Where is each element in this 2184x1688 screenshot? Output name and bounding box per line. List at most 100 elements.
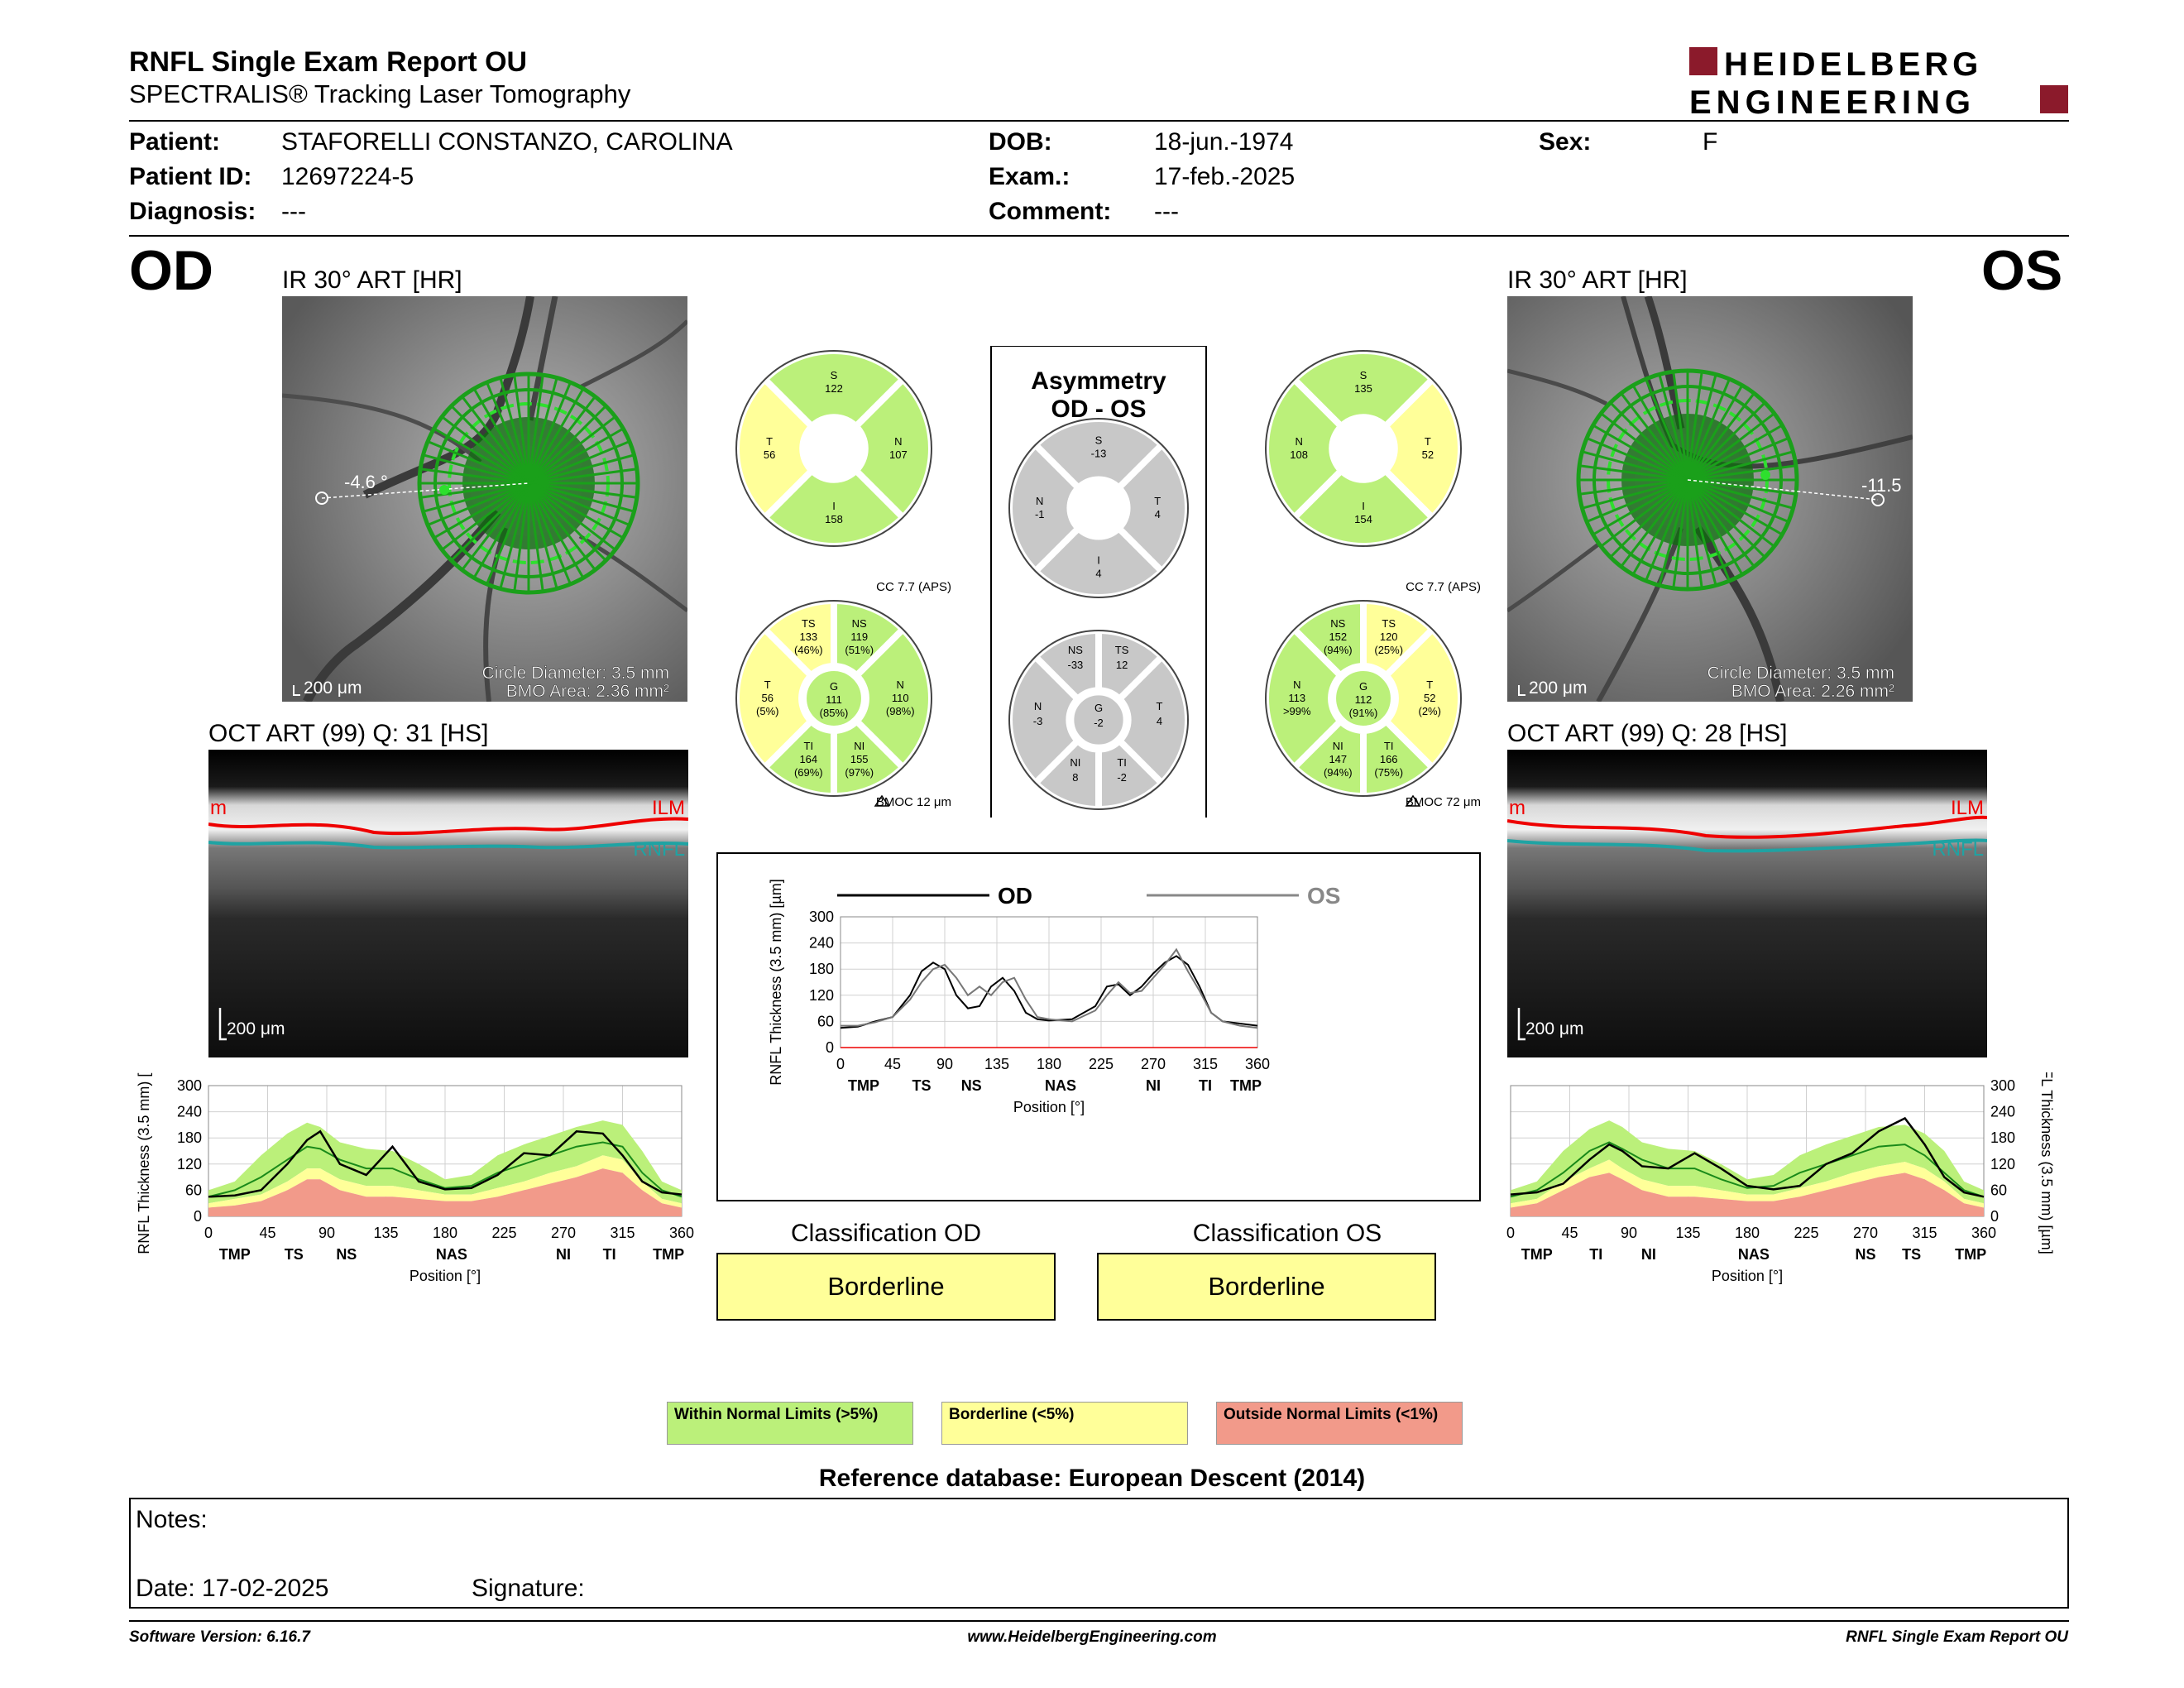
os-classification-title: Classification OS: [1192, 1220, 1382, 1247]
os-tsnit-chart: 0 60 120 180 240 300 0 45 90 135 180 225 270 315 360 TM…: [1506, 1072, 2055, 1284]
sector-value: 110: [892, 692, 909, 704]
region-label: NI: [556, 1246, 571, 1263]
region-label: TS: [1902, 1246, 1921, 1263]
sector-label: S: [831, 369, 838, 381]
sector-label: N: [894, 435, 902, 448]
sector-label: T: [1154, 495, 1161, 507]
patient-rule: [129, 235, 2069, 237]
os-classification-box: Borderline: [1097, 1253, 1436, 1321]
od-classification-box: Borderline: [716, 1253, 1056, 1321]
os-fundus-image: -11.5 Circle Diameter: 3.5 mm BMO Area: …: [1507, 296, 1913, 702]
sector-value: 113: [1288, 692, 1305, 704]
od-bmo-area: BMO Area: 2.36 mm²: [506, 682, 669, 701]
os-ilm-label: ILM: [1951, 797, 1984, 819]
y-tick-label: 0: [194, 1208, 202, 1225]
x-tick-label: 360: [1971, 1225, 1996, 1241]
series-OS: [841, 947, 1258, 1029]
notes-box[interactable]: [129, 1498, 2069, 1609]
sector-value: 52: [1422, 448, 1434, 461]
brand-line1: HEIDELBERG: [1724, 46, 1982, 83]
sector-value: 111: [826, 693, 842, 706]
sector-label: NI: [1333, 740, 1343, 752]
x-tick-label: 315: [1912, 1225, 1937, 1241]
os-circle-diameter: Circle Diameter: 3.5 mm: [1707, 664, 1894, 683]
sector-percent: (98%): [886, 705, 915, 717]
x-tick-label: 135: [373, 1225, 398, 1241]
od-rnfl-label: RNFL: [633, 838, 685, 861]
od-oct-scale: 200 μm: [227, 1019, 285, 1038]
sector-label: N: [1036, 495, 1043, 507]
os-sector-wheel: N113>99%NS152(94%)TS120(25%)T52(2%)TI166…: [1262, 597, 1464, 800]
software-version: Software Version: 6.16.7: [129, 1628, 310, 1646]
y-tick-label: 180: [177, 1129, 202, 1146]
legend-normal: Within Normal Limits (>5%): [667, 1402, 913, 1445]
y-tick-label: 120: [177, 1156, 202, 1172]
sector-percent: (75%): [1374, 766, 1403, 779]
x-axis-label: Position [°]: [1013, 1099, 1085, 1115]
website-link[interactable]: www.HeidelbergEngineering.com: [967, 1628, 1217, 1646]
region-label: TMP: [1230, 1077, 1262, 1094]
sector-label: NS: [852, 617, 867, 630]
sector-value: 56: [762, 692, 774, 704]
brand-line2: ENGINEERING: [1689, 84, 1976, 117]
y-tick-label: 240: [177, 1104, 202, 1120]
x-tick-label: 315: [1193, 1056, 1218, 1072]
patient-id: 12697224-5: [281, 163, 414, 190]
band-borderline: [208, 1155, 682, 1208]
heidelberg-logo: HEIDELBERG ENGINEERING: [1689, 46, 2070, 121]
sector-value: 133: [799, 631, 817, 643]
y-tick-label: 0: [1990, 1208, 1999, 1225]
sector-value: -2: [1094, 717, 1104, 729]
y-axis-label: RNFL Thickness (3.5 mm) [µm]: [136, 1072, 152, 1254]
x-tick-label: 270: [1853, 1225, 1878, 1241]
asymmetry-sector-wheel: N -3 NS -33 TS 12 T 4 TI -2 NI 8 G -2: [1006, 626, 1191, 813]
sector-value: 108: [1290, 448, 1308, 461]
sector-value: 164: [799, 753, 817, 765]
sector-value: 155: [850, 753, 869, 765]
diagnosis-label: Diagnosis:: [129, 198, 256, 225]
exam-value: 17-feb.-2025: [1154, 163, 1296, 190]
od-ilm-label: ILM: [652, 797, 685, 819]
x-tick-label: 225: [1794, 1225, 1818, 1241]
od-ilm-edge-label: m: [210, 797, 227, 819]
sector-label: G: [1094, 702, 1103, 714]
sector-value: 56: [764, 448, 775, 461]
region-label: TMP: [848, 1077, 879, 1094]
series-OS: [1510, 1116, 1985, 1198]
region-label: TS: [285, 1246, 304, 1263]
sector-value: -3: [1033, 715, 1043, 727]
y-tick-label: 60: [1990, 1182, 2007, 1198]
x-tick-label: 180: [1037, 1056, 1061, 1072]
sector-label: N: [1034, 700, 1042, 712]
region-label: TI: [603, 1246, 616, 1263]
y-axis-label: RNFL Thickness (3.5 mm) [µm]: [2038, 1072, 2055, 1254]
os-angle-readout: -11.5: [1861, 475, 1902, 496]
sector-label: NS: [1068, 644, 1083, 656]
sector-label: NI: [1070, 756, 1080, 769]
sector-value: 4: [1095, 567, 1101, 579]
diagnosis-value: ---: [281, 198, 306, 225]
x-tick-label: 270: [1141, 1056, 1166, 1072]
signature-label: Signature:: [472, 1575, 585, 1602]
normative-mean-line: [1510, 1141, 1985, 1198]
band-outside: [208, 1168, 682, 1216]
x-axis-label: Position [°]: [1712, 1268, 1783, 1284]
y-tick-label: 240: [1990, 1104, 2015, 1120]
sector-value: 52: [1424, 692, 1435, 704]
od-fundus-image: -4.6 ° Circle Diameter: 3.5 mm BMO Area:…: [282, 296, 687, 702]
patient-name: STAFORELLI CONSTANZO, CAROLINA: [281, 128, 733, 156]
od-eye-label: OD: [129, 239, 213, 302]
sector-percent: (25%): [1374, 644, 1403, 656]
reference-database: Reference database: European Descent (20…: [818, 1465, 1366, 1492]
sector-value: 120: [1380, 631, 1398, 643]
od-ir-caption: IR 30° ART [HR]: [282, 266, 462, 294]
y-tick-label: 0: [826, 1039, 834, 1056]
sector-value: 122: [825, 382, 843, 395]
dob-value: 18-jun.-1974: [1154, 128, 1294, 156]
y-tick-label: 300: [177, 1077, 202, 1094]
sector-value: 107: [889, 448, 908, 461]
os-ir-caption: IR 30° ART [HR]: [1507, 266, 1688, 294]
x-tick-label: 315: [610, 1225, 635, 1241]
